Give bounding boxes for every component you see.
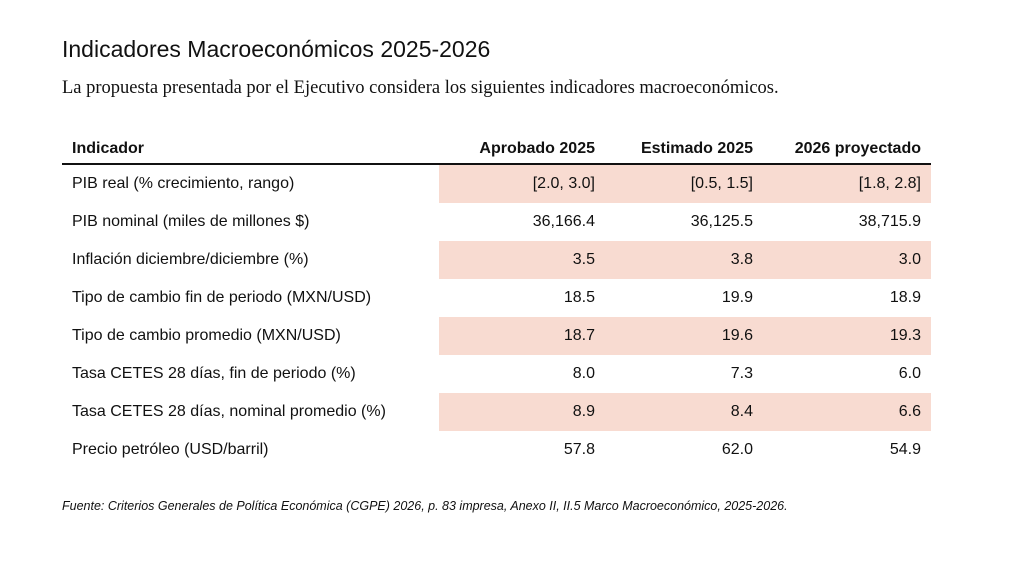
indicators-table: Indicador Aprobado 2025 Estimado 2025 20… [62,135,931,469]
row-label: Tipo de cambio promedio (MXN/USD) [72,327,341,344]
cell-aprobado-2025: 36,166.4 [532,213,595,230]
cell-aprobado-2025: 3.5 [439,241,605,279]
cell-2026-proyectado: 54.9 [889,441,921,458]
cell-aprobado-2025: 8.9 [439,393,605,431]
cell-estimado-2025: 36,125.5 [690,213,753,230]
cell-2026-proyectado: 18.9 [889,289,921,306]
source-note: Fuente: Criterios Generales de Política … [62,499,788,513]
cell-2026-proyectado: 38,715.9 [858,213,921,230]
cell-estimado-2025: 3.8 [605,241,763,279]
table-row: Precio petróleo (USD/barril) 57.8 62.0 5… [62,431,931,469]
column-header-estimado-2025: Estimado 2025 [605,135,763,165]
cell-2026-proyectado: 6.0 [898,365,921,382]
table-row: Tipo de cambio fin de periodo (MXN/USD) … [62,279,931,317]
cell-aprobado-2025: 18.7 [439,317,605,355]
table-row: Tipo de cambio promedio (MXN/USD) 18.7 1… [62,317,931,355]
cell-estimado-2025: 8.4 [605,393,763,431]
page-subtitle: La propuesta presentada por el Ejecutivo… [62,78,779,98]
cell-aprobado-2025: [2.0, 3.0] [439,164,605,203]
cell-2026-proyectado: 3.0 [763,241,931,279]
cell-2026-proyectado: 6.6 [763,393,931,431]
cell-2026-proyectado: 19.3 [763,317,931,355]
column-header-aprobado-2025: Aprobado 2025 [439,135,605,165]
row-label: Tasa CETES 28 días, fin de periodo (%) [72,365,356,382]
row-label: Precio petróleo (USD/barril) [72,441,269,458]
table-row: Inflación diciembre/diciembre (%) 3.5 3.… [62,241,931,279]
cell-estimado-2025: 62.0 [721,441,753,458]
row-label: PIB nominal (miles de millones $) [72,213,310,230]
column-header-2026-proyectado: 2026 proyectado [763,135,931,165]
table-row: Tasa CETES 28 días, fin de periodo (%) 8… [62,355,931,393]
table-row: PIB nominal (miles de millones $) 36,166… [62,203,931,241]
cell-estimado-2025: 19.9 [721,289,753,306]
row-label: Tipo de cambio fin de periodo (MXN/USD) [72,289,372,306]
row-label: PIB real (% crecimiento, rango) [72,175,295,192]
page-title: Indicadores Macroeconómicos 2025-2026 [62,36,491,62]
row-label: Tasa CETES 28 días, nominal promedio (%) [72,403,386,420]
cell-estimado-2025: 7.3 [730,365,753,382]
cell-2026-proyectado: [1.8, 2.8] [763,164,931,203]
row-label: Inflación diciembre/diciembre (%) [72,251,309,268]
table-header-row: Indicador Aprobado 2025 Estimado 2025 20… [62,135,931,165]
cell-aprobado-2025: 8.0 [572,365,595,382]
cell-estimado-2025: [0.5, 1.5] [605,164,763,203]
table-row: Tasa CETES 28 días, nominal promedio (%)… [62,393,931,431]
table-row: PIB real (% crecimiento, rango) [2.0, 3.… [62,164,931,203]
cell-estimado-2025: 19.6 [605,317,763,355]
cell-aprobado-2025: 18.5 [563,289,595,306]
column-header-indicador: Indicador [62,135,439,165]
cell-aprobado-2025: 57.8 [563,441,595,458]
